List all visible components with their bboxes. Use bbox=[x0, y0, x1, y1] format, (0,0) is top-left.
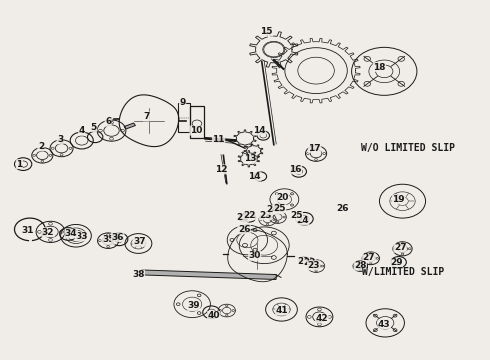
Text: 26: 26 bbox=[336, 204, 349, 213]
Text: 12: 12 bbox=[215, 165, 227, 174]
Text: 42: 42 bbox=[316, 314, 328, 323]
Text: 34: 34 bbox=[65, 229, 77, 238]
Text: 10: 10 bbox=[190, 126, 202, 135]
Text: 43: 43 bbox=[378, 320, 391, 329]
Text: 17: 17 bbox=[308, 144, 321, 153]
Text: 7: 7 bbox=[144, 112, 150, 121]
Text: 5: 5 bbox=[91, 123, 97, 132]
Text: 28: 28 bbox=[354, 261, 367, 270]
Text: 2: 2 bbox=[38, 142, 44, 151]
Text: 11: 11 bbox=[212, 135, 225, 144]
Text: 13: 13 bbox=[244, 154, 256, 163]
Text: 9: 9 bbox=[179, 98, 186, 107]
Text: 21: 21 bbox=[297, 257, 310, 266]
Text: 14: 14 bbox=[253, 126, 266, 135]
Text: 40: 40 bbox=[208, 311, 220, 320]
Text: 6: 6 bbox=[105, 117, 111, 126]
Text: 25: 25 bbox=[290, 211, 303, 220]
Polygon shape bbox=[142, 270, 276, 279]
Text: 38: 38 bbox=[132, 270, 145, 279]
Text: 21: 21 bbox=[236, 212, 249, 221]
Text: 39: 39 bbox=[187, 301, 200, 310]
Text: 35: 35 bbox=[102, 235, 114, 244]
Text: 20: 20 bbox=[276, 193, 289, 202]
Text: 14: 14 bbox=[248, 172, 261, 181]
Text: 22: 22 bbox=[304, 258, 316, 267]
Text: 29: 29 bbox=[390, 258, 403, 267]
Text: 18: 18 bbox=[373, 63, 386, 72]
Text: 4: 4 bbox=[78, 126, 85, 135]
Polygon shape bbox=[124, 123, 135, 129]
Text: W/O LIMITED SLIP: W/O LIMITED SLIP bbox=[361, 143, 455, 153]
Text: 33: 33 bbox=[75, 232, 88, 241]
Text: 22: 22 bbox=[244, 211, 256, 220]
Text: 1: 1 bbox=[16, 159, 23, 168]
Text: 24: 24 bbox=[267, 206, 279, 215]
Text: 3: 3 bbox=[57, 135, 63, 144]
Text: 15: 15 bbox=[260, 27, 273, 36]
Text: 24: 24 bbox=[296, 216, 309, 225]
Text: 23: 23 bbox=[307, 261, 320, 270]
Text: 37: 37 bbox=[133, 237, 146, 246]
Text: 23: 23 bbox=[259, 211, 272, 220]
Text: 41: 41 bbox=[276, 306, 288, 315]
Text: 16: 16 bbox=[289, 165, 302, 174]
Text: 26: 26 bbox=[238, 225, 250, 234]
Text: 27: 27 bbox=[394, 243, 406, 252]
Text: 19: 19 bbox=[392, 195, 405, 204]
Text: 32: 32 bbox=[42, 228, 54, 237]
Text: 31: 31 bbox=[22, 226, 34, 235]
Text: W/LIMITED SLIP: W/LIMITED SLIP bbox=[362, 267, 444, 278]
Text: 27: 27 bbox=[363, 253, 375, 262]
Text: 30: 30 bbox=[248, 251, 261, 260]
Text: 36: 36 bbox=[112, 233, 124, 242]
Text: 25: 25 bbox=[273, 204, 286, 213]
